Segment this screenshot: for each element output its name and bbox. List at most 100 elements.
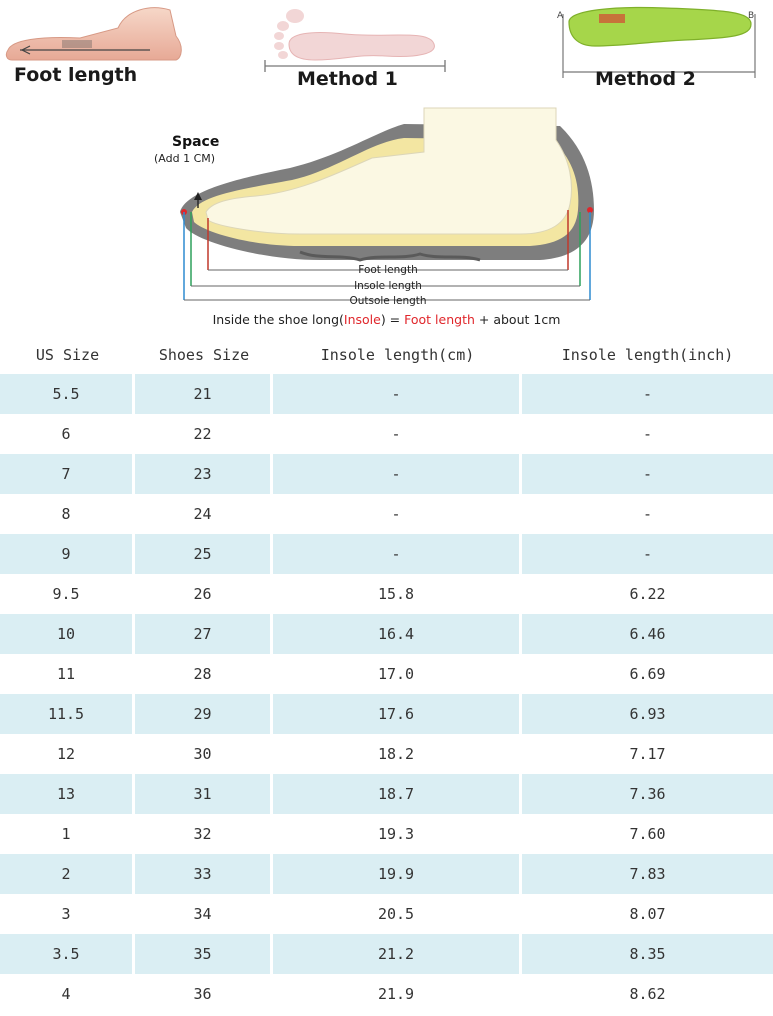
insole-inch-cell: 6.93 bbox=[522, 694, 773, 734]
shoes-size-cell: 35 bbox=[135, 934, 273, 974]
insole-cm-cell: 21.2 bbox=[273, 934, 522, 974]
us-size-cell: 7 bbox=[0, 454, 135, 494]
insole-inch-cell: 7.60 bbox=[629, 825, 666, 843]
table-row: 5.5 21- - bbox=[0, 374, 773, 414]
shoes-size-cell: 36 bbox=[135, 974, 273, 1014]
table-row: 6 22- - bbox=[0, 414, 773, 454]
header-insole-inch: Insole length(inch) bbox=[561, 346, 734, 364]
foot-length-illustration: Foot length bbox=[0, 0, 190, 100]
insole-cm-cell: 20.5 bbox=[273, 894, 522, 934]
shoes-size-cell: 22 bbox=[135, 414, 273, 454]
shoes-size-cell: 26 bbox=[135, 574, 273, 614]
insole-inch-cell: 7.83 bbox=[522, 854, 773, 894]
caption-suffix: + about 1cm bbox=[474, 312, 561, 327]
table-row: 8 24- - bbox=[0, 494, 773, 534]
insole-inch-cell: 6.46 bbox=[522, 614, 773, 654]
insole-inch-cell: - bbox=[642, 425, 653, 443]
shoes-size-cell: 25 bbox=[135, 534, 273, 574]
insole-inch-cell: 8.62 bbox=[629, 985, 666, 1003]
insole-cm-cell: 21.9 bbox=[273, 974, 522, 1014]
us-size-cell: 5.5 bbox=[0, 374, 135, 414]
table-row: 3 34 20.5 8.07 bbox=[0, 894, 773, 934]
foot-length-caption: Foot length bbox=[14, 64, 138, 86]
foot-length-label: Foot length bbox=[358, 264, 417, 276]
table-row: 9.5 26 15.8 6.22 bbox=[0, 574, 773, 614]
space-label: Space bbox=[172, 134, 219, 150]
table-row: 12 30 18.2 7.17 bbox=[0, 734, 773, 774]
caption-foot-length: Foot length bbox=[404, 312, 475, 327]
insole-length-label: Insole length bbox=[354, 280, 422, 292]
insole-inch-cell: 8.07 bbox=[629, 905, 666, 923]
us-size-cell: 4 bbox=[0, 974, 135, 1014]
us-size-cell: 3.5 bbox=[0, 934, 135, 974]
insole-cm-cell: 19.9 bbox=[273, 854, 522, 894]
insole-cm-cell: - bbox=[273, 414, 522, 454]
us-size-cell: 9 bbox=[0, 534, 135, 574]
insole-inch-cell: 7.36 bbox=[522, 774, 773, 814]
header-shoes-size: Shoes Size bbox=[158, 346, 250, 364]
caption-insole: Insole bbox=[343, 312, 381, 327]
table-row: 1 32 19.3 7.60 bbox=[0, 814, 773, 854]
us-size-cell: 12 bbox=[0, 734, 135, 774]
shoes-size-cell: 33 bbox=[135, 854, 273, 894]
foot-side-image bbox=[5, 7, 182, 61]
table-row: 2 33 19.9 7.83 bbox=[0, 854, 773, 894]
us-size-cell: 13 bbox=[0, 774, 135, 814]
shoes-size-cell: 31 bbox=[135, 774, 273, 814]
table-row: 11.5 29 17.6 6.93 bbox=[0, 694, 773, 734]
insole-image: A B bbox=[557, 6, 756, 78]
table-row: 11 28 17.0 6.69 bbox=[0, 654, 773, 694]
us-size-cell: 6 bbox=[0, 414, 135, 454]
us-size-cell: 9.5 bbox=[0, 574, 135, 614]
us-size-cell: 1 bbox=[0, 814, 135, 854]
insole-inch-cell: 6.69 bbox=[629, 665, 666, 683]
method-2-illustration: A B Method 2 bbox=[555, 0, 765, 100]
table-row: 3.5 35 21.2 8.35 bbox=[0, 934, 773, 974]
insole-cm-cell: - bbox=[273, 494, 522, 534]
shoes-size-cell: 32 bbox=[135, 814, 273, 854]
insole-cm-cell: 16.4 bbox=[273, 614, 522, 654]
insole-cm-cell: 17.0 bbox=[273, 654, 522, 694]
caption-mid: ) = bbox=[380, 312, 405, 327]
us-size-cell: 3 bbox=[0, 894, 135, 934]
us-size-cell: 11 bbox=[0, 654, 135, 694]
insole-cm-cell: 18.2 bbox=[273, 734, 522, 774]
us-size-cell: 11.5 bbox=[0, 694, 135, 734]
measurement-guide: Foot length Method 1 A B Method 2 bbox=[0, 0, 773, 100]
insole-cm-cell: - bbox=[273, 374, 522, 414]
method-1-caption: Method 1 bbox=[297, 68, 398, 90]
shoes-size-cell: 28 bbox=[135, 654, 273, 694]
insole-inch-cell: - bbox=[522, 454, 773, 494]
shoes-size-cell: 30 bbox=[135, 734, 273, 774]
table-row: 9 25- - bbox=[0, 534, 773, 574]
shoes-size-cell: 27 bbox=[135, 614, 273, 654]
insole-cm-cell: - bbox=[273, 454, 522, 494]
caption-prefix: Inside the shoe long( bbox=[212, 312, 344, 327]
insole-end-a-label: A bbox=[557, 11, 564, 21]
insole-cm-cell: 17.6 bbox=[273, 694, 522, 734]
insole-cm-cell: 15.8 bbox=[273, 574, 522, 614]
method-1-illustration: Method 1 bbox=[255, 0, 455, 100]
table-row: 7 23- - bbox=[0, 454, 773, 494]
insole-inch-cell: 8.35 bbox=[522, 934, 773, 974]
shoes-size-cell: 29 bbox=[135, 694, 273, 734]
shoe-fit-diagram: Space (Add 1 CM) Foot length Insole leng… bbox=[0, 100, 773, 336]
insole-inch-cell: - bbox=[642, 505, 653, 523]
shoes-size-cell: 34 bbox=[135, 894, 273, 934]
shoe-cross-section-image: Space (Add 1 CM) Foot length Insole leng… bbox=[154, 107, 594, 307]
table-row: 4 36 21.9 8.62 bbox=[0, 974, 773, 1014]
insole-inch-cell: 6.22 bbox=[629, 585, 666, 603]
space-note: (Add 1 CM) bbox=[154, 152, 215, 165]
method-2-caption: Method 2 bbox=[595, 68, 696, 90]
table-row: 10 27 16.4 6.46 bbox=[0, 614, 773, 654]
header-insole-cm: Insole length(cm) bbox=[320, 346, 475, 364]
header-us-size: US Size bbox=[35, 346, 100, 364]
footprint-image bbox=[264, 9, 446, 72]
insole-cm-cell: 18.7 bbox=[273, 774, 522, 814]
table-header-row: US Size Shoes Size Insole length(cm) Ins… bbox=[0, 336, 773, 374]
insole-inch-cell: - bbox=[522, 534, 773, 574]
us-size-cell: 10 bbox=[0, 614, 135, 654]
fit-rule-caption: Inside the shoe long(Insole) = Foot leng… bbox=[0, 312, 773, 327]
insole-inch-cell: - bbox=[522, 374, 773, 414]
us-size-cell: 8 bbox=[0, 494, 135, 534]
